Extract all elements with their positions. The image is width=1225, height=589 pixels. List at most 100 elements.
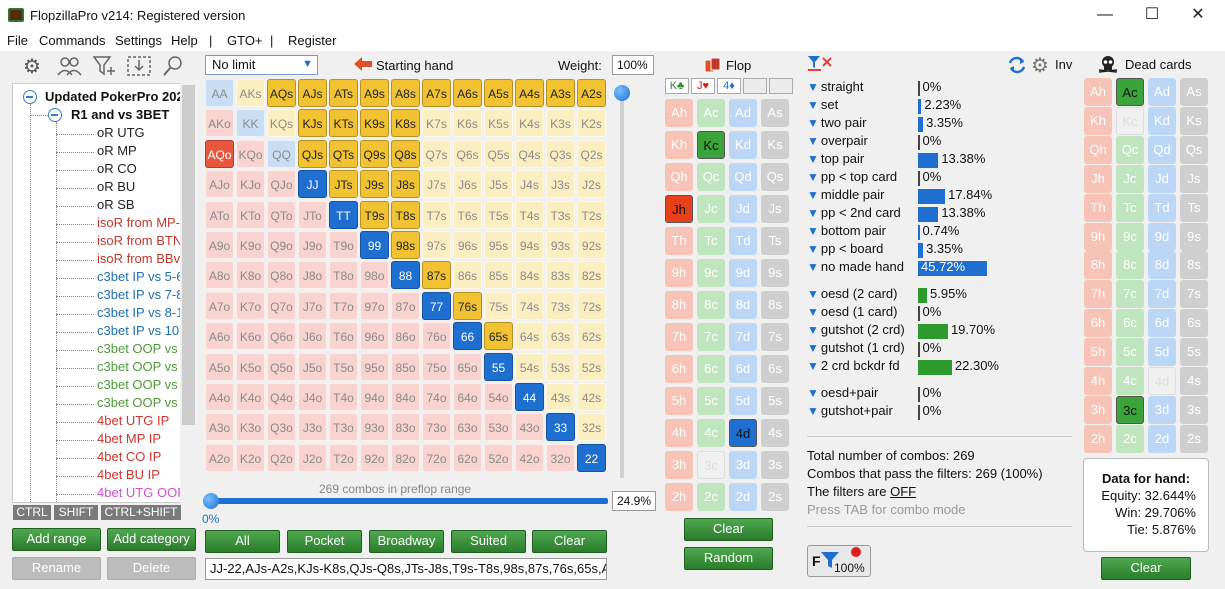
hand-cell[interactable]: Q6s [453, 139, 482, 168]
hand-cell[interactable]: AKs [236, 79, 265, 107]
hand-cell[interactable]: 84o [391, 383, 420, 411]
hand-cell[interactable]: KQs [267, 109, 296, 138]
hand-cell[interactable]: K3o [236, 413, 265, 442]
dead-card[interactable]: 2c [1116, 424, 1144, 453]
tree-item[interactable]: 4bet UTG OOP [97, 485, 186, 500]
hand-cell[interactable]: J8s [391, 170, 420, 199]
hand-cell[interactable]: AQs [267, 79, 296, 107]
hand-cell[interactable]: J4s [515, 170, 544, 199]
tree-item[interactable]: 4bet MP IP [97, 431, 162, 446]
hand-cell[interactable]: T8o [329, 261, 358, 290]
dead-card[interactable]: Td [1148, 193, 1176, 222]
hand-cell[interactable]: A3s [546, 79, 575, 107]
filter-funnel-icon[interactable]: ▼ [807, 188, 819, 202]
tree-item[interactable]: 4bet BU IP [97, 467, 160, 482]
flop-card[interactable]: Jh [665, 195, 693, 223]
menu-settings[interactable]: Settings [115, 33, 162, 48]
hand-cell[interactable]: K4o [236, 383, 265, 411]
hand-cell[interactable]: K5o [236, 352, 265, 381]
hand-cell[interactable]: AQo [205, 139, 234, 168]
flop-card[interactable]: Jd [729, 195, 757, 223]
hand-cell[interactable]: 54o [484, 383, 513, 411]
hand-cell[interactable]: 75s [484, 291, 513, 320]
tree-item[interactable]: c3bet IP vs 10-15 [97, 323, 197, 338]
flop-card[interactable]: 7c [697, 323, 725, 351]
hand-cell[interactable]: 86s [453, 261, 482, 290]
hand-cell[interactable]: Q9s [360, 139, 389, 168]
hand-cell[interactable]: QJs [298, 139, 327, 168]
hand-cell[interactable]: A8o [205, 261, 234, 290]
flop-card[interactable]: 8c [697, 291, 725, 319]
hand-cell[interactable]: J9o [298, 231, 327, 259]
flop-card[interactable]: 8s [761, 291, 789, 319]
flop-card[interactable]: 9d [729, 259, 757, 287]
dead-card[interactable]: 9h [1084, 222, 1112, 251]
hand-cell[interactable]: 85s [484, 261, 513, 290]
hand-cell[interactable]: K5s [484, 109, 513, 138]
maximize-button[interactable]: ☐ [1144, 6, 1160, 23]
filters-state[interactable]: OFF [890, 484, 917, 499]
flop-slot[interactable] [769, 78, 793, 94]
hand-cell[interactable]: 83o [391, 413, 420, 442]
dead-card[interactable]: 9d [1148, 222, 1176, 251]
hand-cell[interactable]: T6o [329, 322, 358, 351]
hand-cell[interactable]: 88 [391, 261, 420, 290]
dead-card[interactable]: Th [1084, 193, 1112, 222]
flop-card[interactable]: 6h [665, 355, 693, 383]
flop-slot[interactable] [743, 78, 767, 94]
hand-cell[interactable]: 94o [360, 383, 389, 411]
refresh-icon[interactable] [1007, 55, 1027, 75]
hand-cell[interactable]: ATs [329, 79, 358, 107]
flop-card[interactable]: 7h [665, 323, 693, 351]
hand-cell[interactable]: K7o [236, 291, 265, 320]
hand-cell[interactable]: T9s [360, 200, 389, 229]
flop-card[interactable]: 2s [761, 483, 789, 511]
hand-cell[interactable]: 73s [546, 291, 575, 320]
select-pocket-button[interactable]: Pocket [287, 530, 362, 553]
hand-cell[interactable]: J7o [298, 291, 327, 320]
combo-draw-label[interactable]: ▼ oesd+pair [807, 385, 878, 400]
hand-cell[interactable]: 73o [422, 413, 451, 442]
hand-cell[interactable]: AJo [205, 170, 234, 199]
hand-cell[interactable]: A7s [422, 79, 451, 107]
range-slider-track[interactable] [205, 498, 608, 504]
hand-cell[interactable]: T5o [329, 352, 358, 381]
dead-card[interactable]: 2s [1180, 424, 1208, 453]
hand-cell[interactable]: K8s [391, 109, 420, 138]
hand-cell[interactable]: 55 [484, 352, 513, 381]
hand-cell[interactable]: 53o [484, 413, 513, 442]
hand-cell[interactable]: K9s [360, 109, 389, 138]
hand-cell[interactable]: A2s [577, 79, 606, 107]
flop-card[interactable]: Qh [665, 163, 693, 191]
hand-cell[interactable]: K7s [422, 109, 451, 138]
dead-card[interactable]: 5h [1084, 338, 1112, 367]
hand-cell[interactable]: Q4o [267, 383, 296, 411]
flop-card[interactable]: 3s [761, 451, 789, 479]
hand-cell[interactable]: Q4s [515, 139, 544, 168]
limit-dropdown[interactable]: No limit ▼ [205, 55, 318, 75]
menu-gto[interactable]: GTO+ [227, 33, 263, 48]
settings-gear-icon[interactable]: ⚙ [1031, 55, 1049, 77]
hand-cell[interactable]: AA [205, 79, 234, 107]
dead-card[interactable]: Js [1180, 164, 1208, 193]
hand-cell[interactable]: A5s [484, 79, 513, 107]
hand-cell[interactable]: Q9o [267, 231, 296, 259]
hand-cell[interactable]: A4s [515, 79, 544, 107]
made-hand-label[interactable]: ▼ no made hand [807, 259, 904, 274]
flop-card[interactable]: 6c [697, 355, 725, 383]
dead-card[interactable]: Qh [1084, 135, 1112, 164]
dead-card[interactable]: Ks [1180, 106, 1208, 135]
hand-cell[interactable]: ATo [205, 200, 234, 229]
hand-cell[interactable]: T3s [546, 200, 575, 229]
range-slider-knob[interactable] [203, 493, 219, 509]
draw-label[interactable]: ▼ 2 crd bckdr fd [807, 358, 900, 373]
dead-card[interactable]: 6d [1148, 309, 1176, 338]
flop-card[interactable]: 3h [665, 451, 693, 479]
menu-help[interactable]: Help [171, 33, 198, 48]
hand-cell[interactable]: KTo [236, 200, 265, 229]
hand-cell[interactable]: T2s [577, 200, 606, 229]
hand-cell[interactable]: KJo [236, 170, 265, 199]
hand-cell[interactable]: 75o [422, 352, 451, 381]
hand-cell[interactable]: A9o [205, 231, 234, 259]
hand-cell[interactable]: 43o [515, 413, 544, 442]
